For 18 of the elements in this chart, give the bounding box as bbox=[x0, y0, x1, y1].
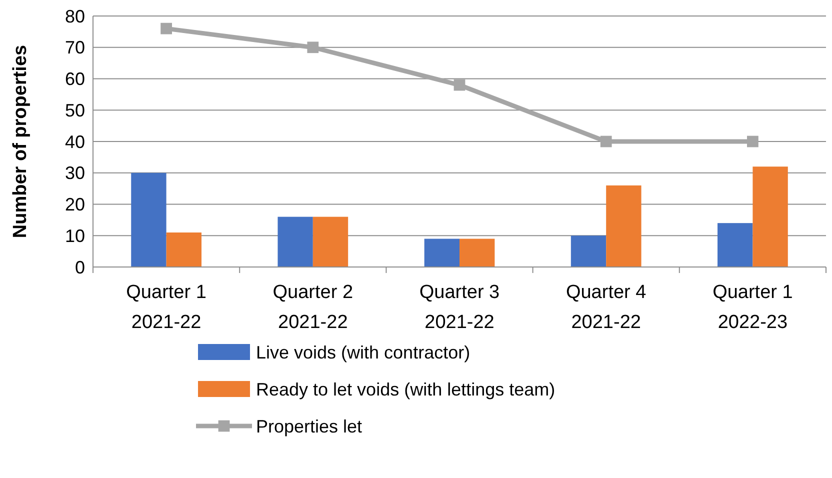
y-tick-label: 30 bbox=[64, 163, 85, 184]
legend-label: Properties let bbox=[256, 416, 362, 436]
y-tick-label: 40 bbox=[64, 132, 85, 152]
y-tick-label: 60 bbox=[64, 69, 85, 90]
y-tick-label: 20 bbox=[64, 194, 85, 215]
x-tick-label: Quarter 1 2021-22 bbox=[126, 282, 206, 333]
y-tick-label: 70 bbox=[64, 38, 85, 58]
legend-label: Live voids (with contractor) bbox=[256, 342, 470, 362]
y-axis-title: Number of properties bbox=[10, 44, 31, 238]
x-tick-label: Quarter 3 2021-22 bbox=[419, 282, 500, 333]
y-tick-label: 80 bbox=[64, 6, 85, 26]
y-tick-label: 10 bbox=[64, 226, 85, 246]
y-tick-label: 0 bbox=[74, 257, 85, 278]
x-tick-label: Quarter 2 2021-22 bbox=[272, 282, 354, 333]
x-tick-label: Quarter 1 2022-23 bbox=[712, 282, 793, 333]
y-tick-label: 50 bbox=[64, 100, 85, 120]
legend-label: Ready to let voids (with lettings team) bbox=[256, 379, 556, 400]
x-tick-label: Quarter 4 2021-22 bbox=[566, 282, 647, 333]
